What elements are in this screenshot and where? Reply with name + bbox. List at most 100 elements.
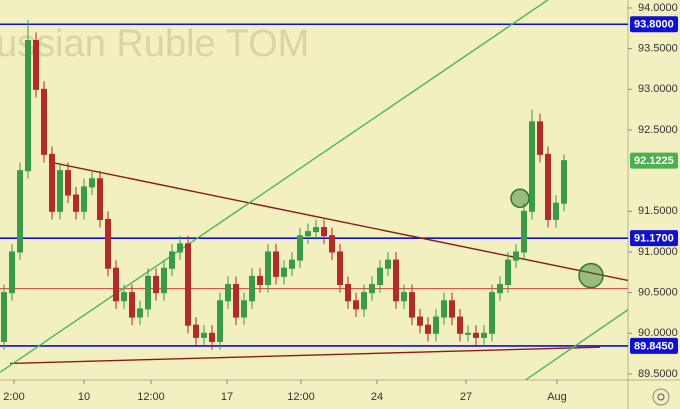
candle-body (241, 300, 247, 318)
candle-body (249, 275, 255, 302)
y-tick-label: 90.0000 (638, 327, 678, 339)
candle-body (153, 275, 159, 294)
x-tick-label: 27 (460, 391, 472, 403)
candle-body (33, 40, 39, 90)
candle-body (193, 324, 199, 338)
y-tick-label: 90.5000 (638, 287, 678, 299)
trend-line (9, 346, 601, 365)
trend-line (524, 309, 628, 380)
candle-body (97, 178, 103, 220)
settings-icon[interactable] (652, 388, 670, 406)
candle-body (281, 267, 287, 277)
candle-body (121, 292, 127, 302)
candle-body (185, 243, 191, 326)
candle-body (497, 284, 503, 294)
candle-body (529, 121, 535, 212)
candle-body (385, 259, 391, 269)
level-label: 91.1700 (634, 233, 674, 245)
y-tick-label: 91.5000 (638, 205, 678, 217)
candle-body (449, 300, 455, 318)
y-tick-label: 93.5000 (638, 43, 678, 55)
marker-circle (510, 188, 530, 209)
candle-body (409, 292, 415, 318)
candle-body (137, 308, 143, 318)
candle-body (177, 243, 183, 253)
x-tick-label: 17 (221, 391, 233, 403)
candle-body (225, 284, 231, 302)
candle-body (329, 235, 335, 253)
candle-body (353, 300, 359, 310)
candle-body (273, 251, 279, 277)
candle-body (89, 178, 95, 188)
settings-icon-center[interactable] (657, 393, 665, 401)
candle-body (473, 332, 479, 338)
x-tick-label: 12:00 (137, 391, 165, 403)
candle-body (305, 231, 311, 237)
trend-line (0, 0, 549, 373)
candle-body (41, 88, 47, 155)
y-tick-label: 94.0000 (638, 2, 678, 14)
level-label-box (630, 16, 678, 33)
candle-body (297, 235, 303, 261)
candle-body (129, 292, 135, 318)
candle-body (513, 251, 519, 261)
level-label: 93.8000 (634, 19, 674, 31)
candle-body (73, 194, 79, 212)
candle-body (145, 275, 151, 310)
candle-body (321, 227, 327, 237)
x-tick-label: 12:00 (287, 391, 315, 403)
y-tick-label: 93.0000 (638, 83, 678, 95)
candle-body (441, 300, 447, 318)
x-tick-label: 10 (78, 391, 90, 403)
candle-body (521, 210, 527, 253)
candle-body (457, 316, 463, 334)
candle-body (257, 275, 263, 286)
x-tick-label: 24 (371, 391, 383, 403)
last-price-box (630, 152, 678, 169)
axis-labels: 94.0000 93.5000 93.0000 92.5000 91.5000 91.00… (3, 2, 678, 403)
candle-body (25, 40, 31, 172)
candle-body (81, 186, 87, 212)
candle-body (49, 153, 55, 212)
candle-body (361, 292, 367, 310)
candle-body (209, 332, 215, 342)
candle-body (233, 284, 239, 318)
x-tick-label: Aug (547, 391, 567, 403)
candle-body (481, 332, 487, 338)
candle-body (1, 292, 7, 342)
marker-circle (578, 262, 604, 289)
candle-body (537, 121, 543, 155)
y-tick-label: 91.0000 (638, 246, 678, 258)
watermark: ussian Ruble TOM (0, 23, 309, 65)
candle-body (17, 170, 23, 253)
candle-body (201, 332, 207, 338)
y-tick-label: 89.5000 (638, 368, 678, 380)
candle-body (505, 259, 511, 286)
candle-body (57, 170, 63, 212)
candle-body (289, 259, 295, 269)
candle-body (161, 267, 167, 294)
candle-body (465, 332, 471, 335)
candle-body (217, 300, 223, 342)
candle-body (561, 160, 567, 204)
candle-body (369, 284, 375, 294)
candle-body (113, 267, 119, 302)
candle-body (545, 153, 551, 220)
candle-body (337, 251, 343, 286)
x-tick-label: 2:00 (3, 391, 24, 403)
candle-body (417, 316, 423, 326)
candle-body (393, 259, 399, 302)
trend-line (51, 161, 628, 282)
candle-body (401, 292, 407, 302)
candle-body (345, 284, 351, 302)
level-label-box (630, 230, 678, 247)
candle-body (425, 324, 431, 334)
plot-area (0, 0, 628, 380)
y-tick-label: 92.5000 (638, 124, 678, 136)
candle-body (377, 267, 383, 286)
candle-body (433, 316, 439, 334)
level-label: 89.8450 (634, 340, 674, 352)
candle-body (313, 227, 319, 233)
